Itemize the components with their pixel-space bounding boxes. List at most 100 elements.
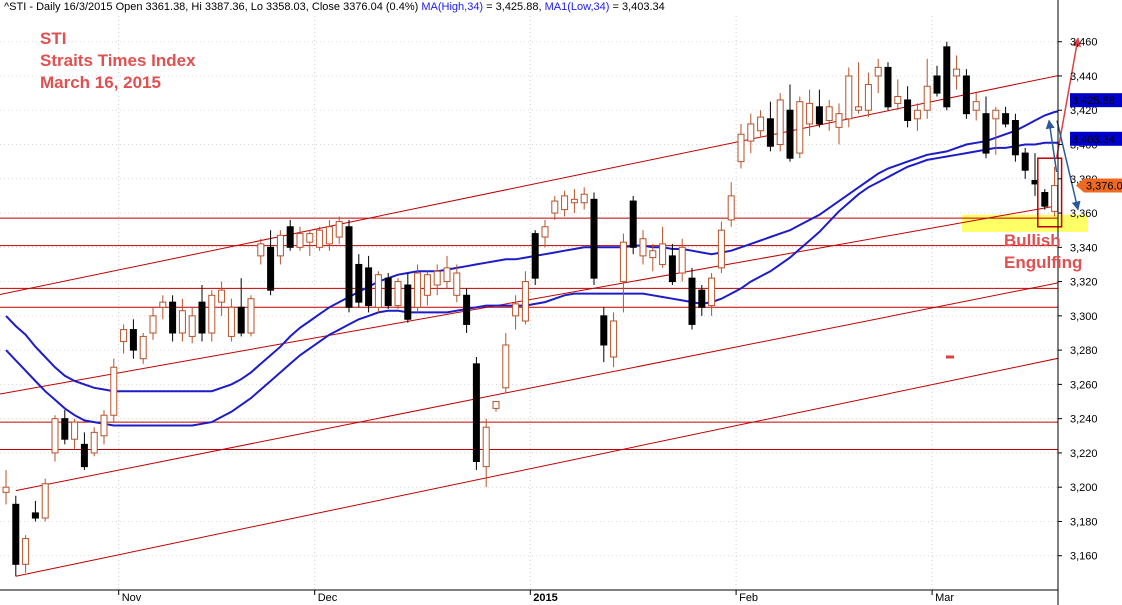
candle-body	[815, 106, 823, 125]
candle-body	[717, 229, 725, 269]
x-tick-label: Feb	[739, 592, 758, 604]
candle-body	[169, 301, 177, 334]
candle-body	[296, 233, 304, 248]
candle-body	[139, 335, 147, 360]
candle-body	[845, 75, 853, 120]
candle-body	[561, 195, 569, 211]
candle-body	[443, 267, 451, 283]
symbol-label: ^STI	[4, 1, 27, 13]
moving-averages	[5, 110, 1058, 427]
candle-body	[747, 123, 755, 142]
candle-body	[414, 272, 422, 308]
candle-body	[502, 344, 510, 389]
trendlines	[0, 75, 1058, 577]
y-tick-label: 3,460	[1070, 37, 1098, 49]
trend-channel-line	[0, 75, 1058, 296]
candle-body	[1041, 191, 1049, 207]
candle-body	[796, 101, 804, 154]
pattern-overlay	[946, 37, 1082, 359]
y-tick-label: 3,320	[1070, 277, 1098, 289]
ohlc-label: Open 3361.38, Hi 3387.36, Lo 3358.03, Cl…	[112, 1, 419, 13]
candle-body	[786, 109, 794, 159]
candle-body	[923, 85, 931, 111]
ma-projection-arrow	[1045, 119, 1058, 173]
candle-body	[218, 289, 226, 303]
ma-low-price-tag-text: 3,403.34	[1072, 134, 1115, 146]
period-label: Daily 16/3/2015	[36, 1, 113, 13]
candle-body	[355, 263, 363, 303]
candle-body	[619, 241, 627, 283]
candle-body	[188, 315, 196, 337]
x-tick-label: Mar	[935, 592, 954, 604]
candle-body	[198, 301, 206, 334]
candle-body	[80, 443, 88, 468]
candle-body	[894, 96, 902, 104]
candle-body	[384, 277, 392, 307]
candle-body	[570, 198, 578, 204]
candle-body	[776, 99, 784, 146]
candle-body	[659, 243, 667, 265]
candles	[2, 41, 1058, 577]
candle-body	[159, 301, 167, 308]
candle-body	[668, 255, 676, 283]
candle-body	[551, 200, 559, 214]
y-tick-label: 3,300	[1070, 311, 1098, 323]
candle-body	[472, 363, 480, 462]
x-tick-label: Dec	[318, 592, 338, 604]
ma-low-label: MA1(Low,34)	[544, 1, 610, 13]
candle-body	[110, 366, 118, 416]
engulfing-highlight-box	[1037, 157, 1063, 228]
candle-body	[492, 401, 500, 409]
candle-body	[365, 267, 373, 307]
candle-body	[521, 281, 529, 322]
candle-body	[610, 320, 618, 358]
candle-body	[512, 303, 520, 317]
candle-body	[41, 483, 49, 519]
candle-body	[12, 503, 20, 565]
chart-title-annotation: STI Straits Times Index March 16, 2015	[40, 28, 196, 94]
title-line-index: Straits Times Index	[40, 51, 196, 70]
candle-body	[51, 418, 59, 454]
ma-low-value: = 3,403.34	[609, 1, 665, 13]
candle-body	[374, 274, 382, 308]
title-line-sti: STI	[40, 29, 67, 48]
down-projection-arrow	[1056, 120, 1081, 211]
candle-body	[345, 226, 353, 308]
candle-body	[933, 75, 941, 94]
candle-body	[267, 246, 275, 291]
close-price-tag-text: 3,376.04	[1086, 181, 1122, 193]
candle-body	[404, 284, 412, 320]
candle-body	[835, 113, 843, 128]
y-tick-label: 3,280	[1070, 345, 1098, 357]
up-projection-arrow	[1055, 37, 1082, 159]
candle-body	[482, 426, 490, 468]
candle-body	[178, 310, 186, 334]
gridlines	[0, 16, 1058, 590]
y-tick-label: 3,220	[1070, 448, 1098, 460]
candle-body	[541, 226, 549, 238]
candle-body	[678, 246, 686, 274]
candle-body	[276, 234, 284, 257]
candle-body	[884, 66, 892, 108]
candle-body	[208, 294, 216, 334]
candle-body	[590, 198, 598, 279]
ma-high-value: = 3,425.88,	[483, 1, 542, 13]
candle-body	[227, 306, 235, 337]
candle-body	[1002, 113, 1010, 125]
support-band	[962, 214, 1088, 232]
title-line-date: March 16, 2015	[40, 73, 161, 92]
candle-body	[247, 298, 255, 334]
pattern-line-bullish: Bullish	[1004, 231, 1061, 250]
candle-body	[698, 289, 706, 308]
y-tick-label: 3,160	[1070, 551, 1098, 563]
candle-body	[708, 277, 716, 307]
y-tick-label: 3,240	[1070, 414, 1098, 426]
candle-body	[71, 421, 79, 440]
trend-channel-line	[15, 357, 1058, 577]
candle-body	[325, 226, 333, 245]
y-tick-label: 3,440	[1070, 71, 1098, 83]
candle-body	[120, 329, 128, 343]
y-tick-label: 3,260	[1070, 379, 1098, 391]
